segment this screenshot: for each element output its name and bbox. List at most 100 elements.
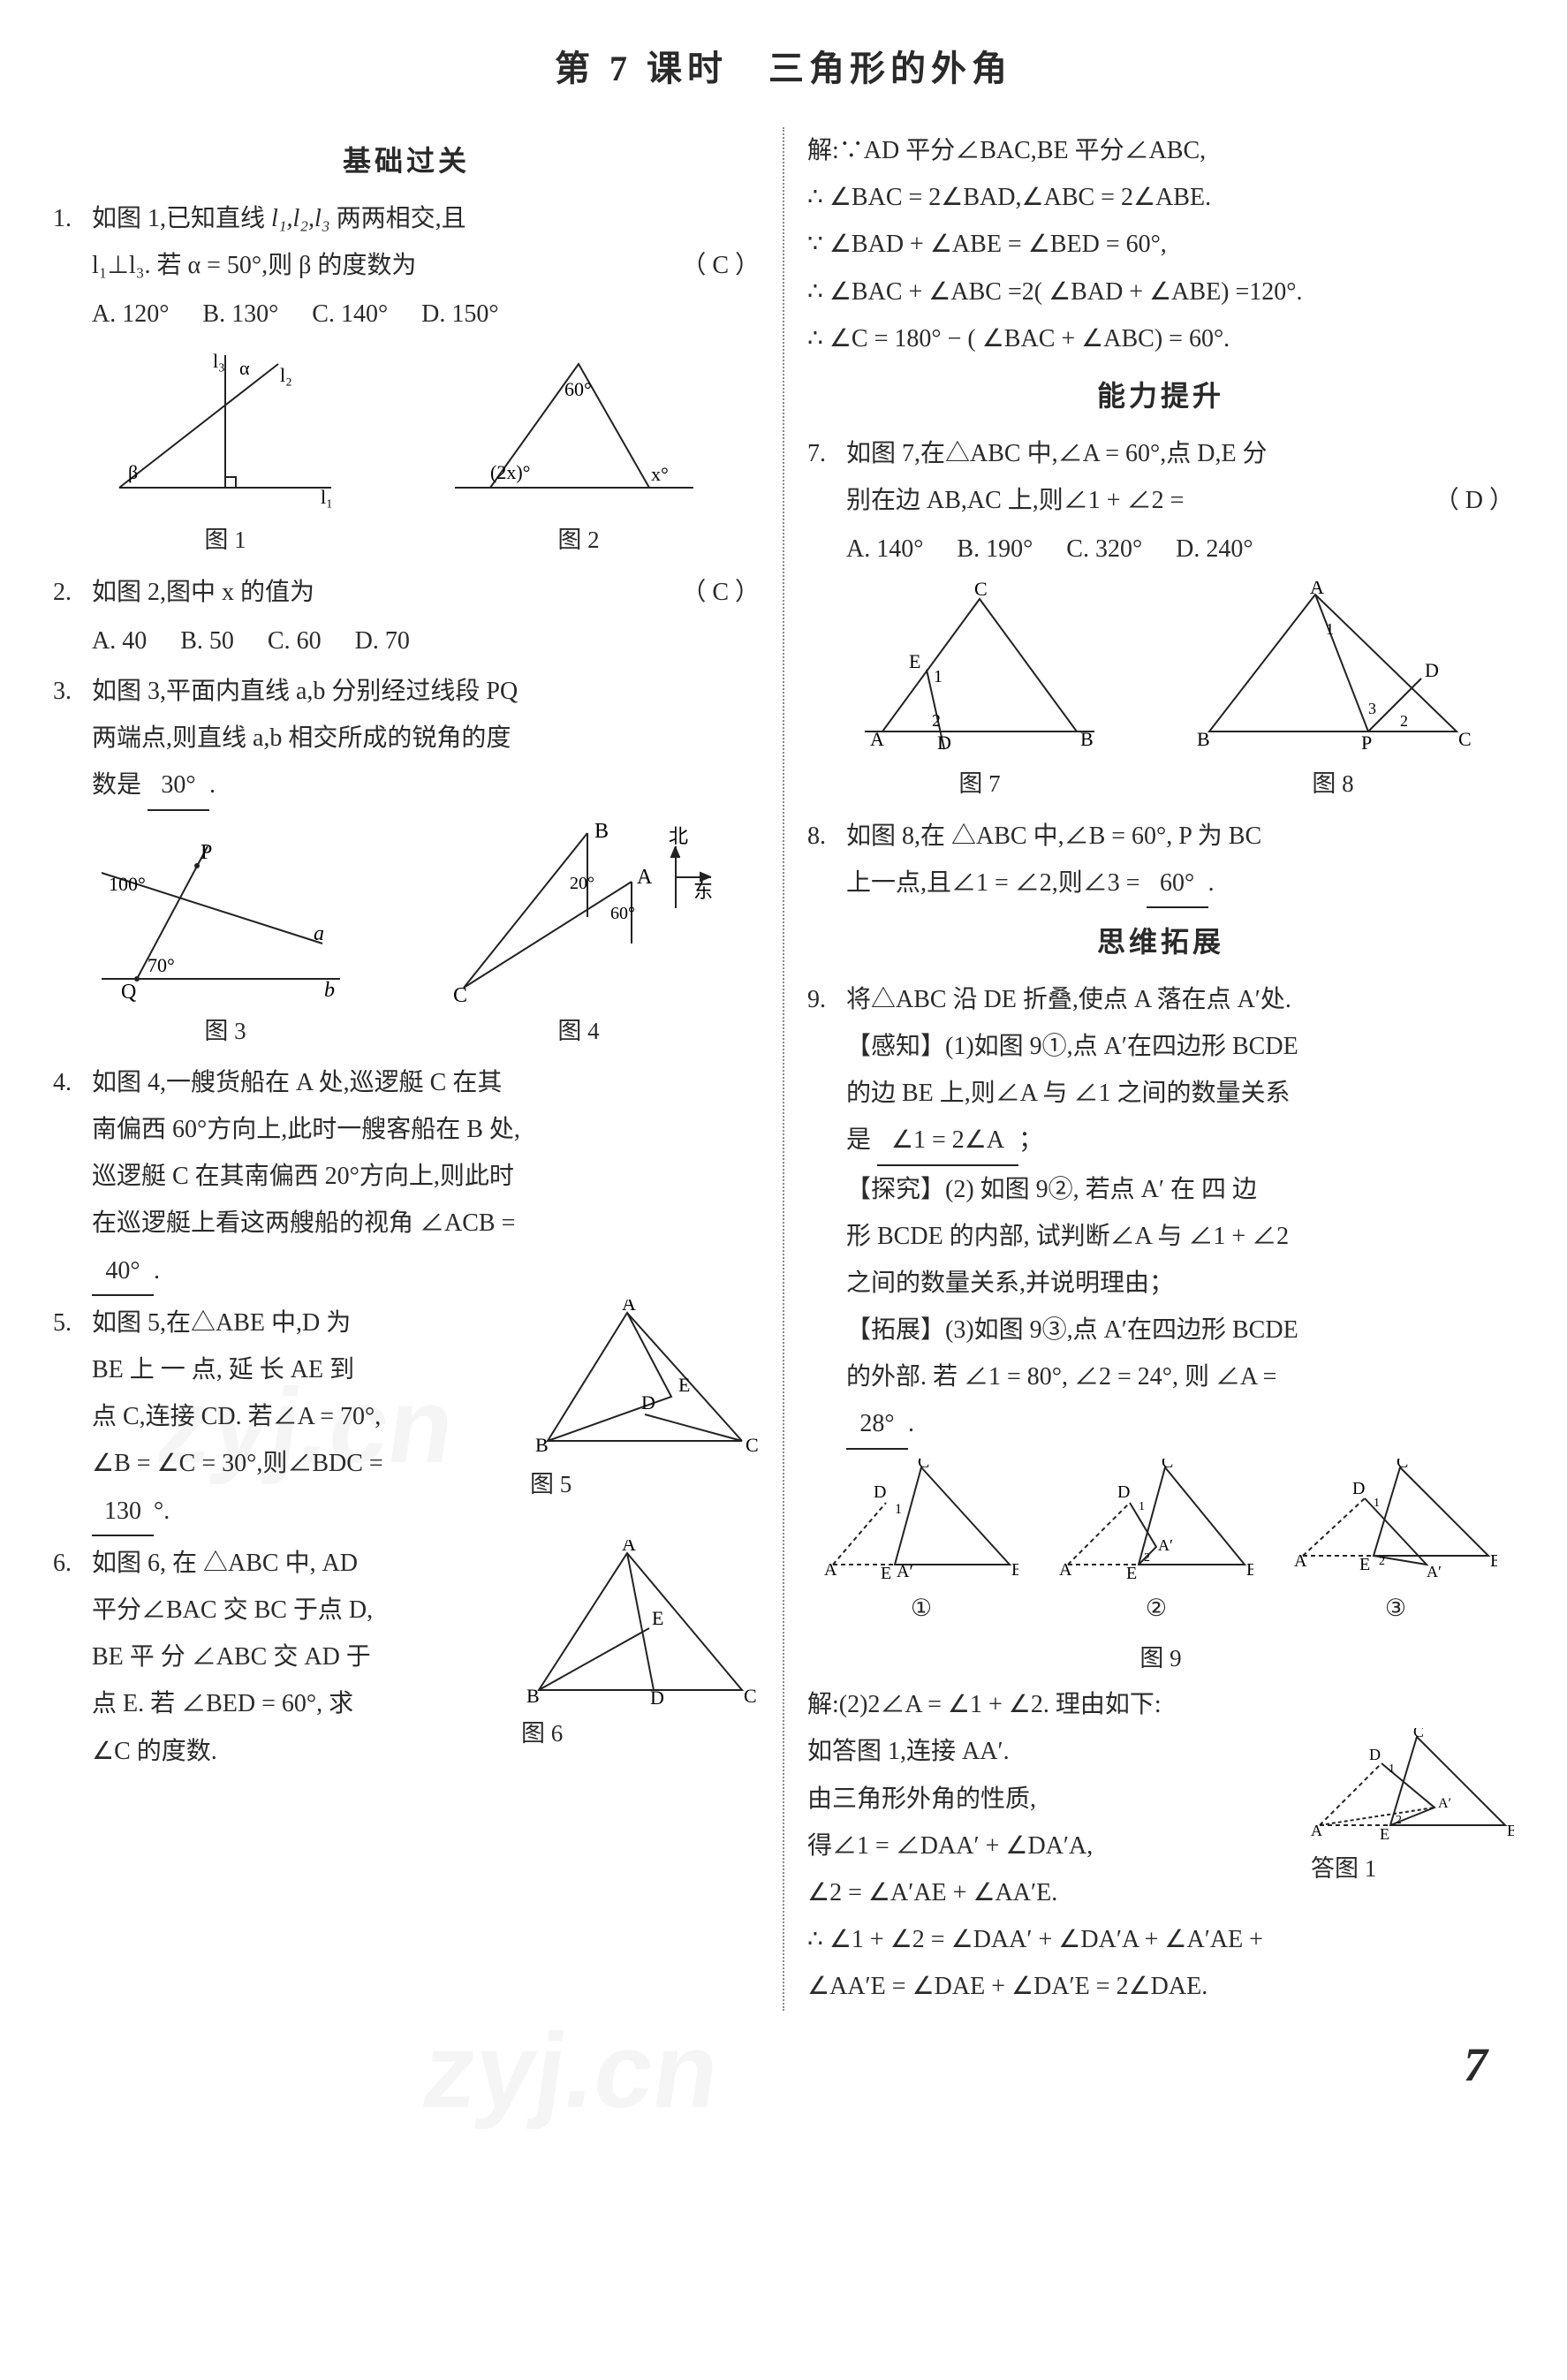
text: ∵ ∠BAD + ∠ABE = ∠BED = 60°, (807, 221, 1514, 268)
answer-blank: 30° (148, 762, 209, 810)
text: ∠AA′E = ∠DAE + ∠DA′E = 2∠DAE. (807, 1963, 1514, 2010)
figure-5: A B C D E 图 5 (530, 1300, 760, 1507)
answer-blank: 130 (92, 1488, 154, 1536)
problem-7: 7. 如图 7,在△ABC 中,∠A = 60°,点 D,E 分 别在边 AB,… (807, 430, 1514, 573)
svg-text:(2x)°: (2x)° (490, 461, 530, 483)
text: 如图 7,在△ABC 中,∠A = 60°,点 D,E 分 (846, 430, 1514, 477)
page-title: 第 7 课时 三角形的外角 (53, 35, 1514, 102)
svg-text:1: 1 (1389, 1762, 1395, 1776)
text: 如图 1,已知直线 (92, 205, 271, 232)
answer-paren: （ D ） (1435, 477, 1514, 524)
svg-text:A: A (622, 1300, 636, 1315)
text: ∴ ∠C = 180° − ( ∠BAC + ∠ABC) = 60°. (807, 315, 1514, 362)
svg-text:A: A (622, 1540, 636, 1555)
figure-9-1: A B C D E A′ 1 ① (824, 1459, 1018, 1631)
problem-5: 5. A B C D E (53, 1300, 760, 1536)
svg-text:a: a (314, 922, 324, 945)
options: A. 140° B. 190° C. 320° D. 240° (846, 526, 1514, 572)
text: 的外部. 若 ∠1 = 80°, ∠2 = 24°, 则 ∠A = (846, 1353, 1514, 1400)
figure-8: A B C D P 1 2 3 图 8 (1192, 581, 1474, 807)
figure-4: B A C 20° 60° 北 东 图 4 (437, 820, 720, 1054)
svg-text:C: C (453, 984, 467, 1005)
svg-text:2: 2 (932, 711, 941, 731)
text: 两两相交,且 (330, 205, 466, 232)
right-column: 解:∵AD 平分∠BAC,BE 平分∠ABC, ∴ ∠BAC = 2∠BAD,∠… (807, 127, 1514, 2011)
answer-blank: ∠1 = 2∠A (877, 1117, 1018, 1165)
figure-1-caption: 图 1 (102, 518, 349, 563)
svg-text:东: 东 (693, 880, 713, 902)
text: (1)如图 9①,点 A′在四边形 BCDE (945, 1033, 1298, 1060)
options: A. 120° B. 130° C. 140° D. 150° (92, 291, 760, 337)
figure-row-1-2: l₃ α l₂ β l₁ 图 1 60° (2x)° x° (53, 346, 760, 563)
figure-2: 60° (2x)° x° 图 2 (446, 346, 711, 563)
svg-text:C: C (746, 1434, 759, 1456)
text: . (1208, 869, 1215, 897)
svg-text:2: 2 (1379, 1555, 1385, 1568)
text: ； (1018, 1126, 1043, 1154)
svg-text:北: 北 (669, 825, 688, 847)
section-heading-basic: 基础过关 (53, 134, 760, 188)
problem-8: 8. 如图 8,在 △ABC 中,∠B = 60°, P 为 BC 上一点,且∠… (807, 813, 1514, 908)
tag: 【感知】 (846, 1033, 945, 1060)
problem-number: 3. (53, 668, 92, 811)
text: °. (154, 1497, 170, 1525)
figure-7-caption: 图 7 (847, 762, 1112, 807)
text: 将△ABC 沿 DE 折叠,使点 A 落在点 A′处. (846, 976, 1514, 1023)
figure-6-caption: 图 6 (521, 1711, 760, 1756)
figure-2-svg: 60° (2x)° x° (446, 346, 711, 514)
sub-caption: ② (1059, 1586, 1253, 1631)
problem-number: 7. (807, 430, 846, 573)
svg-text:2: 2 (1396, 1814, 1402, 1827)
text: ∴ ∠BAC = 2∠BAD,∠ABC = 2∠ABE. (807, 174, 1514, 221)
answer-blank: 28° (846, 1400, 908, 1449)
svg-text:A: A (1059, 1560, 1072, 1580)
svg-text:E: E (1126, 1564, 1137, 1582)
svg-text:D: D (1117, 1482, 1130, 1502)
svg-text:D: D (937, 731, 951, 754)
problem-number: 6. (53, 1540, 92, 1775)
svg-text:A′: A′ (1438, 1796, 1451, 1811)
svg-text:Q: Q (121, 981, 136, 1004)
problem-number: 2. (53, 569, 92, 664)
option-c: C. 320° (1066, 526, 1142, 572)
text: 南偏西 60°方向上,此时一艘客船在 B 处, (92, 1106, 760, 1153)
svg-text:D: D (874, 1482, 886, 1502)
answer-paren: （ C ） (681, 569, 760, 616)
svg-text:x°: x° (651, 463, 669, 485)
figure-9-3: A B C D E A′ 1 2 ③ (1294, 1459, 1497, 1631)
svg-text:B: B (594, 820, 609, 843)
text: (3)如图 9③,点 A′在四边形 BCDE (945, 1316, 1298, 1344)
figure-4-svg: B A C 20° 60° 北 东 (437, 820, 720, 1005)
svg-text:A: A (1294, 1551, 1307, 1571)
svg-text:D: D (650, 1686, 664, 1708)
text: 的边 BE 上,则∠A 与 ∠1 之间的数量关系 (846, 1070, 1514, 1117)
answer-blank: 60° (1147, 860, 1208, 908)
svg-text:C: C (744, 1685, 757, 1707)
svg-text:100°: 100° (109, 873, 146, 895)
svg-text:l₁: l₁ (321, 486, 333, 508)
svg-text:C: C (1162, 1459, 1173, 1472)
svg-text:A′: A′ (897, 1562, 913, 1581)
svg-text:E: E (678, 1374, 690, 1396)
text: . (209, 771, 216, 799)
figure-9-2: A B C D E A′ 1 2 ② (1059, 1459, 1253, 1631)
text: 如图 3,平面内直线 a,b 分别经过线段 PQ (92, 668, 760, 715)
sub-caption: ③ (1294, 1586, 1497, 1631)
problem-3: 3. 如图 3,平面内直线 a,b 分别经过线段 PQ 两端点,则直线 a,b … (53, 668, 760, 811)
text: 在巡逻艇上看这两艘船的视角 ∠ACB = (92, 1200, 760, 1247)
svg-text:β: β (128, 461, 138, 483)
option-b: B. 130° (202, 291, 278, 337)
svg-text:70°: 70° (148, 954, 175, 976)
text: ∴ ∠BAC + ∠ABC =2( ∠BAD + ∠ABE) =120°. (807, 269, 1514, 315)
problem-number: 1. (53, 195, 92, 338)
option-c: C. 60 (268, 618, 322, 664)
figure-2-caption: 图 2 (446, 518, 711, 563)
answer-figure-1: A B C D E A′ 1 2 答图 1 (1311, 1728, 1514, 1891)
text: ∴ ∠1 + ∠2 = ∠DAA′ + ∠DA′A + ∠A′AE + (807, 1916, 1514, 1963)
svg-text:C: C (918, 1459, 929, 1472)
answer-figure-caption: 答图 1 (1311, 1846, 1514, 1891)
svg-text:1: 1 (1139, 1500, 1145, 1513)
svg-text:1: 1 (1326, 620, 1334, 638)
problem-number: 8. (807, 813, 846, 908)
svg-text:A: A (1311, 1822, 1322, 1839)
